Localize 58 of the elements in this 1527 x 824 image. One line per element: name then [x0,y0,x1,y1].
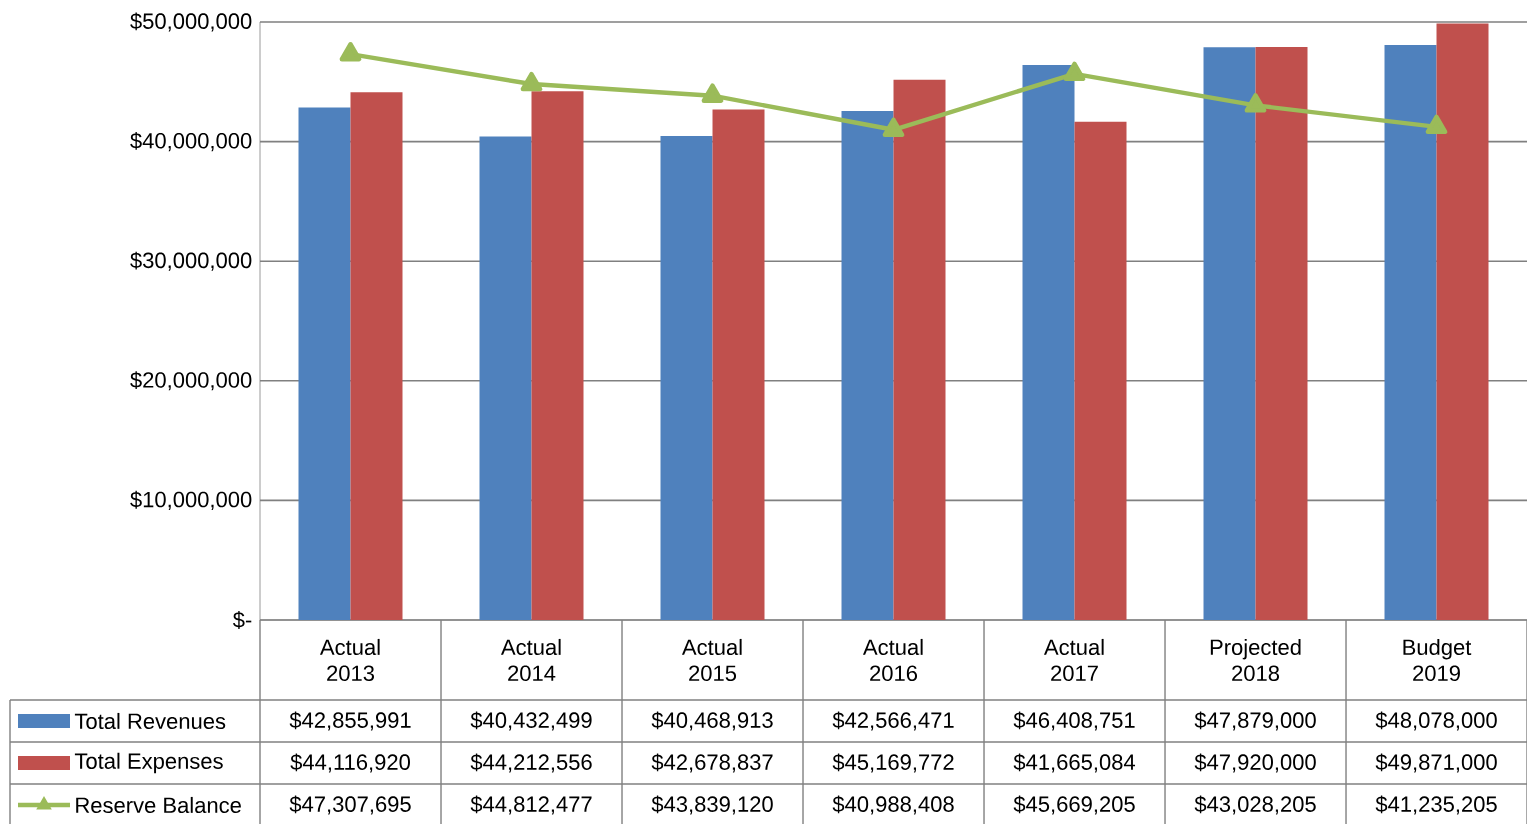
y-tick-label: $30,000,000 [130,251,252,271]
y-tick-label: $10,000,000 [130,490,252,510]
legend-label: Reserve Balance [76,796,241,814]
data-label: $40,432,499 [470,711,592,731]
bar [660,135,713,620]
data-label: $40,988,408 [832,795,954,815]
point [520,71,543,92]
bar [1022,64,1075,620]
bar [893,79,946,620]
bar [712,109,765,620]
bar [1436,23,1489,620]
point [1425,114,1448,135]
data-label: $43,839,120 [651,795,773,815]
bar [350,92,403,620]
y-tick-label: $40,000,000 [130,132,252,152]
data-label: $49,871,000 [1375,753,1497,773]
x-tick-label: Budget 2019 [1403,638,1472,682]
point [1063,61,1086,81]
data-label: $47,920,000 [1194,753,1316,773]
y-tick-label: $- [232,611,252,629]
x-tick-label: Projected 2018 [1210,638,1301,682]
legend-label: Total Expenses [74,752,223,774]
data-label: $45,669,205 [1013,795,1135,815]
data-label: $45,169,772 [832,753,954,773]
legend-label: Total Revenues [74,712,226,730]
x-tick-label: Actual 2014 [500,638,561,682]
bar [1203,47,1256,620]
data-label: $47,879,000 [1194,711,1316,731]
point [339,42,362,62]
point [882,117,905,137]
bar [1255,46,1308,620]
data-label: $43,028,205 [1194,795,1316,815]
data-label: $42,566,471 [832,711,954,731]
data-label: $44,812,477 [470,795,592,815]
bar [841,110,894,620]
data-label: $42,678,837 [651,753,773,773]
bar [531,91,584,620]
point [701,83,724,103]
bar [298,107,351,620]
data-label: $41,665,084 [1013,753,1136,773]
bar [479,136,532,620]
data-label: $46,408,751 [1013,711,1135,731]
bar [1074,121,1127,620]
data-label: $47,307,695 [289,795,411,815]
bar [1384,44,1437,620]
y-tick-label: $50,000,000 [130,12,252,32]
x-tick-label: Actual 2017 [1043,638,1104,682]
point [1244,93,1267,113]
y-tick-label: $20,000,000 [130,371,252,391]
data-label: $40,468,913 [651,711,773,731]
data-label: $44,212,556 [470,753,592,773]
x-tick-label: Actual 2013 [319,638,380,682]
x-tick-label: Actual 2016 [862,638,923,682]
data-label: $48,078,000 [1375,711,1497,731]
data-label: $42,855,991 [289,711,411,731]
data-label: $41,235,205 [1375,795,1497,815]
data-label: $44,116,920 [290,753,410,773]
x-tick-label: Actual 2015 [681,638,742,682]
